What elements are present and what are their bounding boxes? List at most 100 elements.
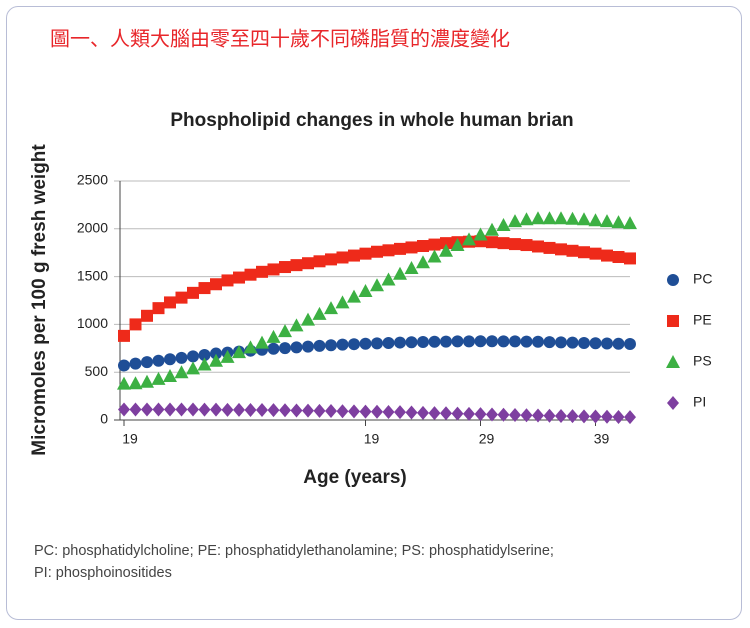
marker xyxy=(371,245,383,258)
marker xyxy=(417,335,429,348)
marker xyxy=(589,337,602,350)
marker xyxy=(244,268,257,281)
marker xyxy=(210,402,222,417)
marker xyxy=(543,336,556,349)
marker xyxy=(486,407,498,422)
marker xyxy=(601,249,613,262)
marker xyxy=(600,214,614,228)
marker xyxy=(509,408,521,423)
marker xyxy=(496,217,511,231)
marker xyxy=(325,253,337,266)
marker xyxy=(325,404,337,419)
marker xyxy=(313,403,326,418)
marker xyxy=(348,404,360,419)
marker xyxy=(427,249,442,263)
marker xyxy=(588,213,603,227)
heading: 圖一、人類大腦由零至四十歲不同磷脂質的濃度變化 xyxy=(50,27,510,50)
marker xyxy=(520,408,533,423)
x-tick-label: 19 xyxy=(122,431,138,447)
marker xyxy=(348,338,360,351)
marker xyxy=(358,283,373,297)
marker xyxy=(302,403,314,418)
marker xyxy=(440,335,452,348)
marker xyxy=(359,247,372,260)
marker xyxy=(152,354,165,367)
marker xyxy=(348,249,360,262)
marker xyxy=(232,345,246,359)
y-tick-label: 0 xyxy=(100,411,108,427)
marker xyxy=(497,407,510,422)
marker xyxy=(187,286,199,299)
marker xyxy=(428,238,441,251)
marker xyxy=(290,341,303,354)
y-tick-label: 1000 xyxy=(77,315,108,331)
marker xyxy=(554,211,568,225)
marker xyxy=(555,336,567,349)
marker xyxy=(601,409,613,424)
marker xyxy=(543,408,556,423)
marker xyxy=(175,291,188,304)
legend-label: PI xyxy=(693,394,706,410)
marker xyxy=(519,212,534,226)
marker xyxy=(174,365,189,379)
marker xyxy=(290,259,303,272)
marker xyxy=(612,409,625,424)
marker xyxy=(566,409,579,424)
marker xyxy=(601,337,613,350)
marker xyxy=(624,252,636,265)
marker xyxy=(152,302,165,315)
x-tick-label: 39 xyxy=(594,431,610,447)
marker xyxy=(555,243,567,256)
marker xyxy=(267,403,280,418)
marker xyxy=(404,260,419,274)
marker xyxy=(220,349,235,363)
marker xyxy=(463,335,475,348)
marker xyxy=(520,239,533,252)
marker xyxy=(624,410,636,425)
marker xyxy=(325,339,337,352)
marker xyxy=(393,266,407,280)
marker xyxy=(152,402,165,417)
marker xyxy=(186,361,200,375)
legend-label: PE xyxy=(693,312,712,328)
marker xyxy=(118,402,130,417)
marker xyxy=(175,402,188,417)
marker xyxy=(462,232,476,246)
marker xyxy=(347,289,361,303)
legend-label: PC xyxy=(693,271,712,287)
marker xyxy=(611,215,626,229)
marker xyxy=(497,335,510,348)
marker xyxy=(612,251,625,264)
marker xyxy=(198,402,211,417)
marker xyxy=(612,337,625,350)
marker xyxy=(394,242,406,255)
marker xyxy=(118,359,130,372)
marker xyxy=(382,336,395,349)
marker xyxy=(289,318,304,332)
marker xyxy=(197,357,212,371)
marker xyxy=(324,301,338,315)
marker xyxy=(440,237,452,250)
marker xyxy=(141,402,153,417)
marker xyxy=(117,376,131,390)
marker xyxy=(129,402,142,417)
marker xyxy=(531,211,545,225)
marker xyxy=(359,404,372,419)
marker xyxy=(428,335,441,348)
marker xyxy=(451,406,464,421)
marker xyxy=(486,236,498,249)
y-tick-label: 500 xyxy=(85,363,109,379)
marker xyxy=(267,263,280,276)
marker xyxy=(486,335,498,348)
marker xyxy=(279,403,291,418)
marker xyxy=(382,244,395,257)
marker xyxy=(267,342,280,355)
marker xyxy=(312,306,327,320)
marker xyxy=(508,214,522,228)
card xyxy=(6,6,742,620)
marker xyxy=(209,353,223,367)
marker xyxy=(589,247,602,260)
marker xyxy=(129,357,142,370)
footnote: PI: phosphoinositides xyxy=(34,565,172,581)
marker xyxy=(336,251,349,264)
